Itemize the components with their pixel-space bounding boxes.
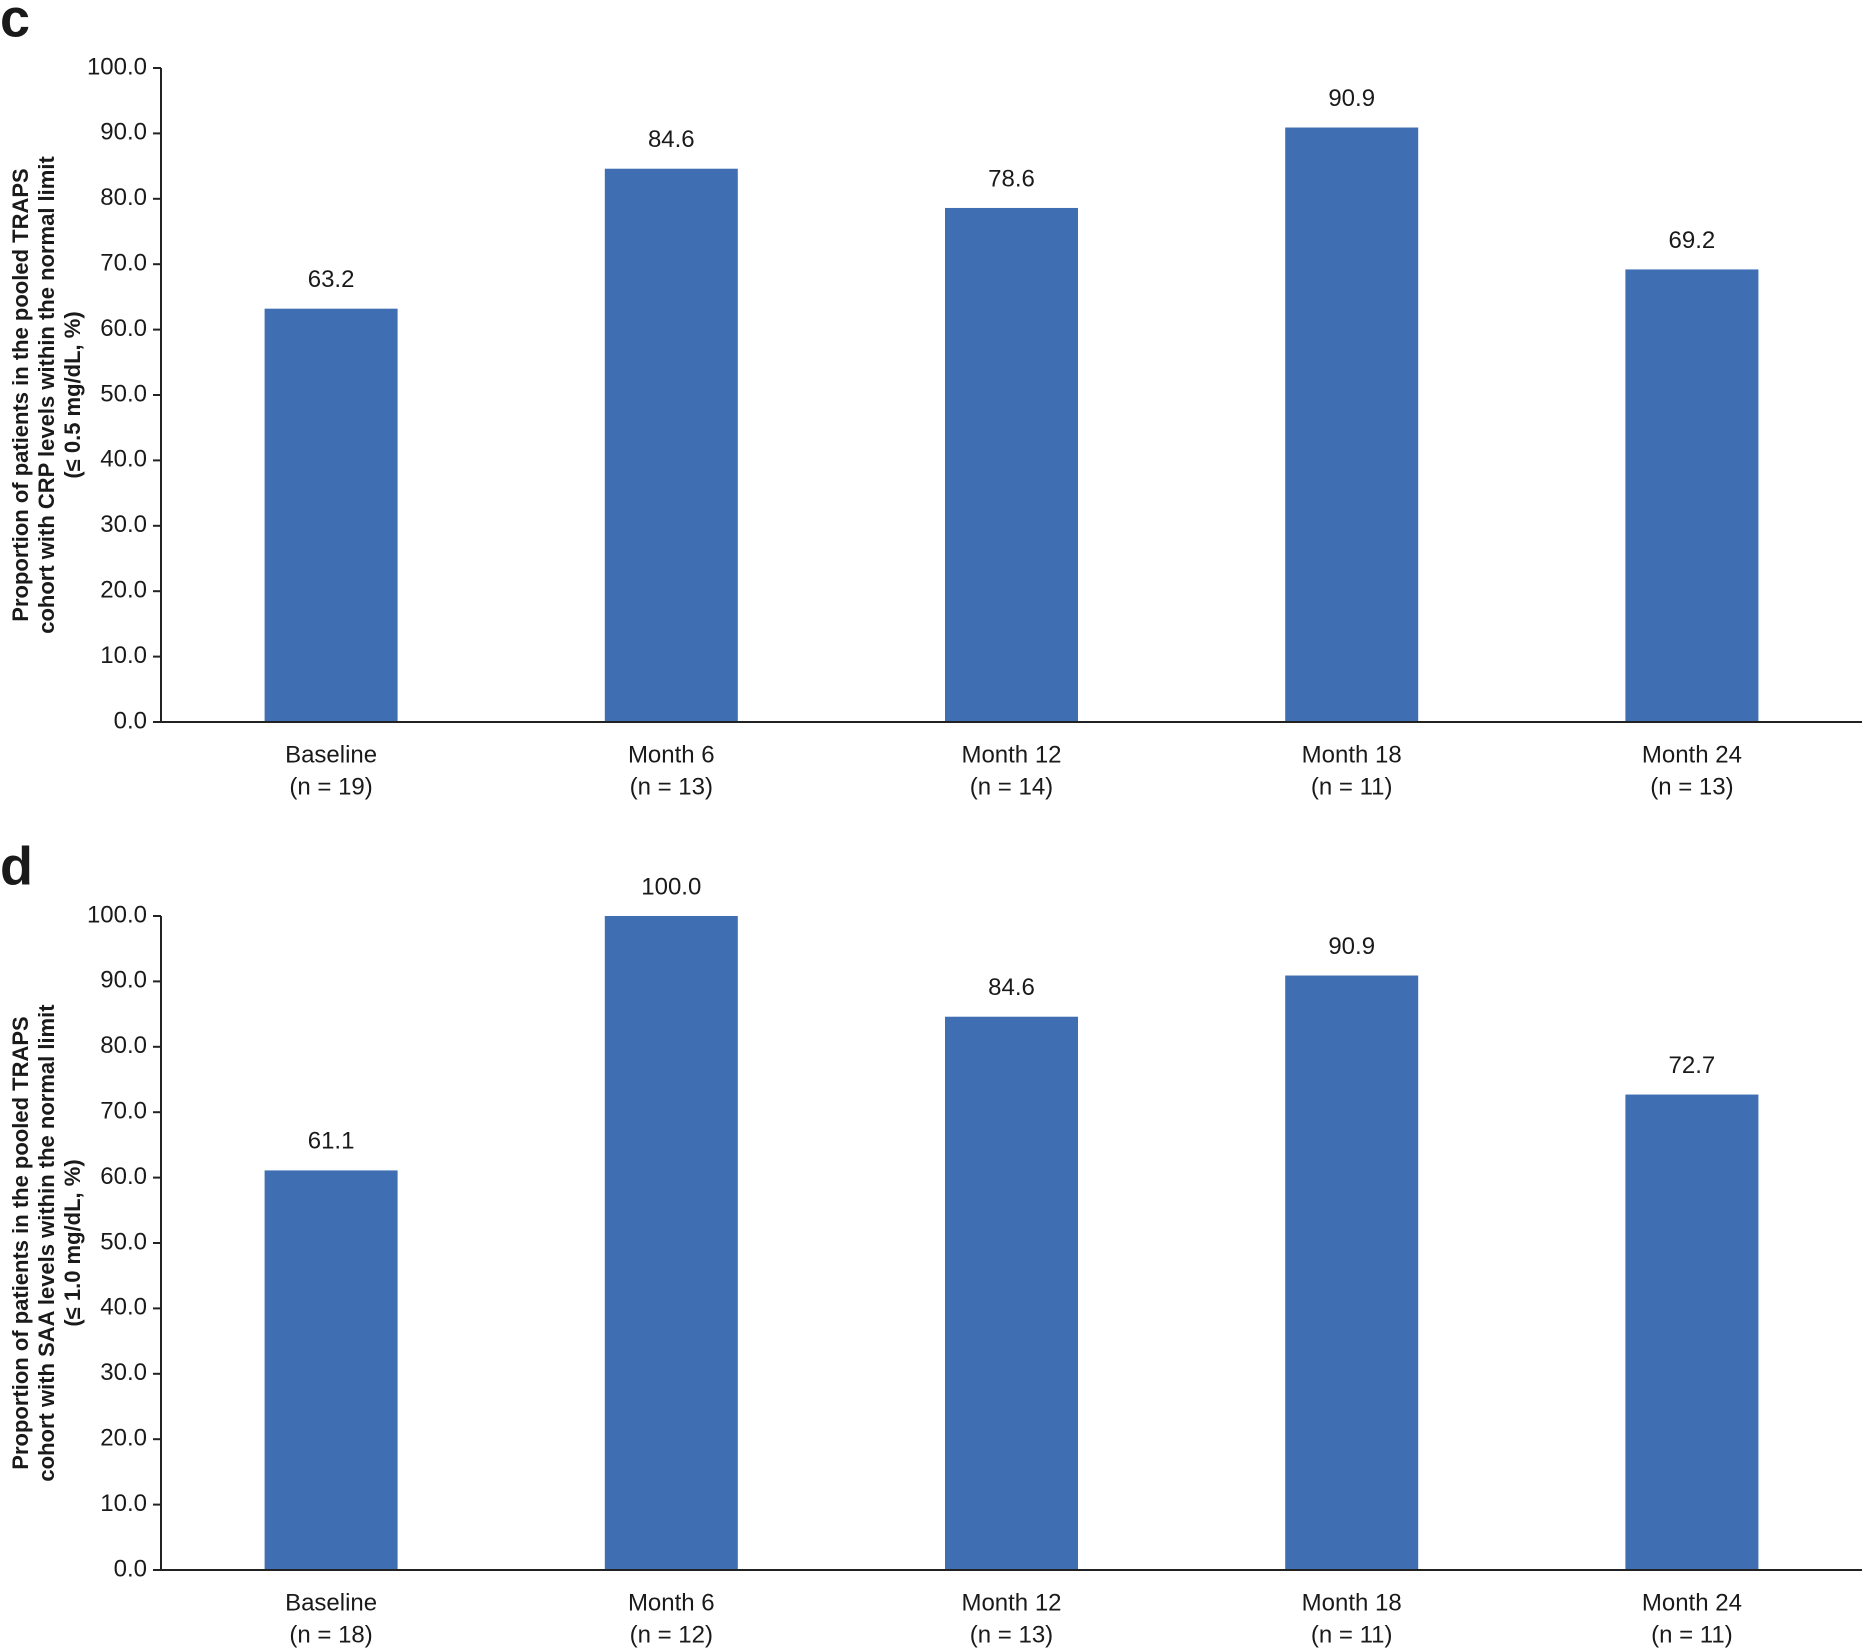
value-label: 63.2 [308, 266, 355, 293]
x-tick-label: Month 24 [1642, 1589, 1742, 1616]
value-label: 84.6 [648, 126, 695, 153]
x-tick-count: (n = 14) [970, 773, 1053, 800]
bar [1625, 1094, 1759, 1570]
y-tick-label: 50.0 [100, 380, 147, 407]
y-tick-label: 70.0 [100, 250, 147, 277]
panel-label: d [0, 836, 33, 896]
value-label: 84.6 [988, 974, 1035, 1001]
value-label: 69.2 [1669, 227, 1716, 254]
bar [1625, 269, 1759, 722]
x-tick-count: (n = 19) [289, 773, 372, 800]
x-tick-label: Month 6 [628, 741, 715, 768]
x-tick-count: (n = 11) [1651, 1621, 1733, 1648]
y-axis-label: Proportion of patients in the pooled TRA… [8, 156, 85, 634]
value-label: 61.1 [308, 1128, 355, 1155]
bar [604, 168, 738, 722]
y-tick-label: 80.0 [100, 184, 147, 211]
x-tick-label: Month 6 [628, 1589, 715, 1616]
value-label: 90.9 [1328, 85, 1375, 112]
bar [264, 308, 398, 722]
x-tick-label: Month 18 [1302, 1589, 1402, 1616]
value-label: 100.0 [641, 873, 701, 900]
y-tick-label: 90.0 [100, 967, 147, 994]
x-tick-label: Month 12 [961, 741, 1061, 768]
x-tick-label: Month 12 [961, 1589, 1061, 1616]
x-tick-count: (n = 13) [1650, 773, 1733, 800]
bar [945, 1016, 1078, 1570]
x-tick-label: Month 18 [1302, 741, 1402, 768]
y-tick-label: 100.0 [87, 53, 147, 80]
y-axis-label-line: Proportion of patients in the pooled TRA… [8, 1016, 33, 1469]
x-tick-label: Baseline [285, 1589, 377, 1616]
panel-label: c [0, 0, 30, 48]
y-tick-label: 60.0 [100, 315, 147, 342]
y-tick-label: 30.0 [100, 1359, 147, 1386]
chart: d Proportion of patients in the pooled TR… [0, 836, 1862, 1648]
y-tick-label: 20.0 [100, 577, 147, 604]
y-tick-label: 50.0 [100, 1228, 147, 1255]
y-tick-label: 0.0 [114, 707, 147, 734]
bar [604, 916, 738, 1570]
x-tick-count: (n = 11) [1311, 773, 1393, 800]
y-axis-label-line: (≤ 0.5 mg/dL, %) [60, 311, 85, 478]
y-tick-label: 20.0 [100, 1425, 147, 1452]
y-tick-label: 80.0 [100, 1032, 147, 1059]
y-tick-label: 30.0 [100, 511, 147, 538]
x-tick-label: Month 24 [1642, 741, 1742, 768]
y-axis-label: Proportion of patients in the pooled TRA… [8, 1004, 85, 1482]
bar [945, 207, 1078, 722]
y-tick-label: 10.0 [100, 642, 147, 669]
bar [1285, 127, 1419, 723]
x-tick-count: (n = 11) [1311, 1621, 1393, 1648]
x-tick-count: (n = 12) [630, 1621, 713, 1648]
x-tick-count: (n = 13) [630, 773, 713, 800]
x-tick-count: (n = 18) [289, 1621, 372, 1648]
y-tick-label: 0.0 [114, 1555, 147, 1582]
y-axis-label-line: cohort with CRP levels within the normal… [34, 156, 59, 634]
x-tick-count: (n = 13) [970, 1621, 1053, 1648]
y-tick-label: 40.0 [100, 1294, 147, 1321]
value-label: 90.9 [1328, 933, 1375, 960]
value-label: 78.6 [988, 165, 1035, 192]
bar [264, 1170, 398, 1570]
y-axis-label-line: cohort with SAA levels within the normal… [34, 1004, 59, 1482]
y-tick-label: 40.0 [100, 446, 147, 473]
y-axis-label-line: Proportion of patients in the pooled TRA… [8, 168, 33, 621]
y-tick-label: 100.0 [87, 901, 147, 928]
y-tick-label: 70.0 [100, 1098, 147, 1125]
chart: c Proportion of patients in the pooled TR… [0, 0, 1862, 800]
bar [1285, 975, 1419, 1570]
y-tick-label: 60.0 [100, 1163, 147, 1190]
y-tick-label: 10.0 [100, 1490, 147, 1517]
y-axis-label-line: (≤ 1.0 mg/dL, %) [60, 1159, 85, 1326]
x-tick-label: Baseline [285, 741, 377, 768]
y-tick-label: 90.0 [100, 119, 147, 146]
value-label: 72.7 [1669, 1052, 1716, 1079]
